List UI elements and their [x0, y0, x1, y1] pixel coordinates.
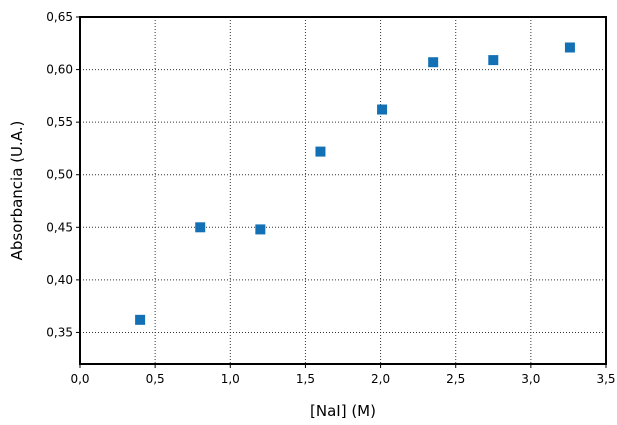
- x-tick-label: 2,5: [446, 372, 465, 386]
- x-tick-labels: 0,0 0,5 1,0 1,5 2,0 2,5 3,0 3,5: [70, 372, 615, 386]
- x-tick-label: 0,0: [70, 372, 89, 386]
- x-tick-label: 3,5: [596, 372, 615, 386]
- plot-frame: [79, 16, 607, 365]
- x-tick-label: 1,5: [296, 372, 315, 386]
- y-tick-label: 0,65: [46, 10, 73, 24]
- data-point: [255, 224, 266, 235]
- y-axis-title: Absorbancia (U.A.): [8, 121, 26, 261]
- y-tick-label: 0,60: [46, 63, 73, 77]
- x-tick-label: 0,5: [146, 372, 165, 386]
- data-point: [564, 42, 575, 53]
- data-point: [135, 314, 146, 325]
- y-tick-label: 0,45: [46, 220, 73, 234]
- data-points: [135, 42, 575, 325]
- grid: [80, 17, 606, 364]
- data-point: [488, 55, 499, 66]
- data-point: [377, 104, 388, 115]
- data-point: [195, 222, 206, 233]
- data-point: [315, 146, 326, 157]
- data-point: [428, 57, 439, 68]
- y-tick-label: 0,35: [46, 325, 73, 339]
- y-tick-label: 0,55: [46, 115, 73, 129]
- x-tick-label: 3,0: [521, 372, 540, 386]
- y-tick-labels: 0,35 0,40 0,45 0,50 0,55 0,60 0,65: [46, 10, 73, 339]
- y-tick-label: 0,40: [46, 273, 73, 287]
- x-axis-title: [NaI] (M): [310, 402, 376, 420]
- x-tick-label: 1,0: [221, 372, 240, 386]
- y-tick-label: 0,50: [46, 168, 73, 182]
- x-tick-label: 2,0: [371, 372, 390, 386]
